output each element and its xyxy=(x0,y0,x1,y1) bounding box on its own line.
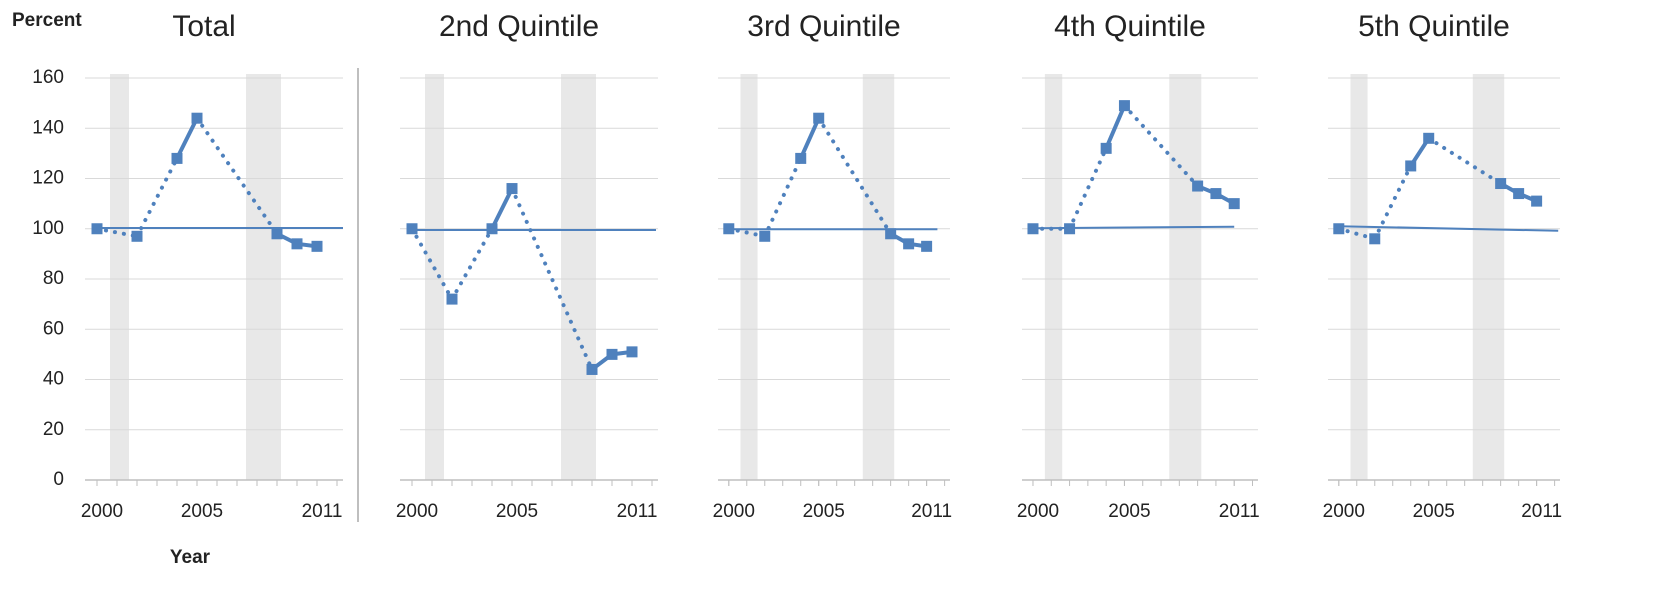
marker xyxy=(723,223,735,235)
x-tick-label: 2005 xyxy=(803,501,845,522)
marker xyxy=(1228,198,1240,210)
marker xyxy=(1064,223,1076,235)
y-tick-label: 80 xyxy=(43,268,64,289)
y-tick-label: 100 xyxy=(32,218,64,239)
shaded-period xyxy=(1350,74,1368,480)
marker xyxy=(626,346,638,358)
y-tick-label: 40 xyxy=(43,369,64,390)
marker xyxy=(1369,233,1381,245)
marker xyxy=(506,183,518,195)
chart-title: 2nd Quintile xyxy=(439,10,599,43)
marker xyxy=(586,363,598,375)
marker xyxy=(311,240,323,252)
marker xyxy=(1333,223,1345,235)
shaded-period xyxy=(1472,74,1505,480)
marker xyxy=(406,223,418,235)
chart-title: 5th Quintile xyxy=(1358,10,1510,43)
marker xyxy=(191,112,203,124)
x-tick-label: 2000 xyxy=(81,501,123,522)
x-tick-label: 2011 xyxy=(617,501,658,522)
shaded-period xyxy=(862,74,895,480)
y-tick-label: 60 xyxy=(43,318,64,339)
line-segment xyxy=(1104,103,1127,151)
y-tick-label: 160 xyxy=(32,67,64,88)
marker xyxy=(1531,195,1543,207)
chart-title: 4th Quintile xyxy=(1054,10,1206,43)
line-segment xyxy=(762,156,803,239)
shaded-period xyxy=(561,74,596,480)
y-tick-label: 20 xyxy=(43,419,64,440)
y-tick-label: 140 xyxy=(32,117,64,138)
line-segment xyxy=(450,226,494,302)
line-segment xyxy=(195,116,279,236)
trend-line xyxy=(1032,225,1235,230)
x-tick-label: 2005 xyxy=(1108,501,1150,522)
marker xyxy=(606,348,618,360)
shaded-period xyxy=(425,74,444,480)
marker xyxy=(921,240,933,252)
marker xyxy=(1118,100,1130,112)
shaded-period xyxy=(740,74,758,480)
line-segment xyxy=(1122,103,1200,189)
line-segment xyxy=(510,186,594,372)
x-tick-label: 2011 xyxy=(1219,501,1260,522)
marker xyxy=(171,152,183,164)
y-tick-label: 0 xyxy=(53,469,64,490)
x-tick-label: 2011 xyxy=(1521,501,1562,522)
x-tick-label: 2000 xyxy=(396,501,438,522)
line-segment xyxy=(1426,136,1503,186)
marker xyxy=(486,223,498,235)
marker xyxy=(1513,188,1525,200)
shaded-period xyxy=(110,74,129,480)
marker xyxy=(1210,188,1222,200)
line-segment xyxy=(175,116,199,161)
marker xyxy=(1423,132,1435,144)
line-segment xyxy=(1336,226,1377,241)
x-tick-label: 2011 xyxy=(302,501,343,522)
marker xyxy=(271,228,283,240)
line-segment xyxy=(798,116,821,161)
trend-line xyxy=(1338,225,1559,232)
marker xyxy=(1192,180,1204,192)
marker xyxy=(1027,223,1039,235)
y-tick-label: 120 xyxy=(32,168,64,189)
line-segment xyxy=(490,186,514,231)
marker xyxy=(91,223,103,235)
marker xyxy=(1100,142,1112,154)
marker xyxy=(885,228,897,240)
marker xyxy=(795,152,807,164)
marker xyxy=(446,293,458,305)
x-tick-label: 2005 xyxy=(181,501,223,522)
marker xyxy=(131,230,143,242)
x-tick-label: 2000 xyxy=(1323,501,1365,522)
shaded-period xyxy=(246,74,281,480)
line-segment xyxy=(1067,146,1109,231)
chart-title: Total xyxy=(172,10,235,43)
x-axis-label: Year xyxy=(170,547,211,568)
marker xyxy=(903,238,915,250)
x-tick-label: 2011 xyxy=(911,501,952,522)
x-tick-label: 2000 xyxy=(1017,501,1059,522)
chart-title: 3rd Quintile xyxy=(747,10,900,43)
marker xyxy=(1405,160,1417,172)
x-tick-label: 2005 xyxy=(1413,501,1455,522)
shaded-period xyxy=(1169,74,1202,480)
y-axis-label: Percent xyxy=(12,10,82,31)
x-tick-label: 2000 xyxy=(713,501,755,522)
marker xyxy=(813,112,825,124)
x-tick-label: 2005 xyxy=(496,501,538,522)
marker xyxy=(759,230,771,242)
line-segment xyxy=(135,156,179,239)
shaded-period xyxy=(1044,74,1063,480)
line-segment xyxy=(726,226,767,239)
marker xyxy=(1495,178,1507,190)
marker xyxy=(291,238,303,250)
